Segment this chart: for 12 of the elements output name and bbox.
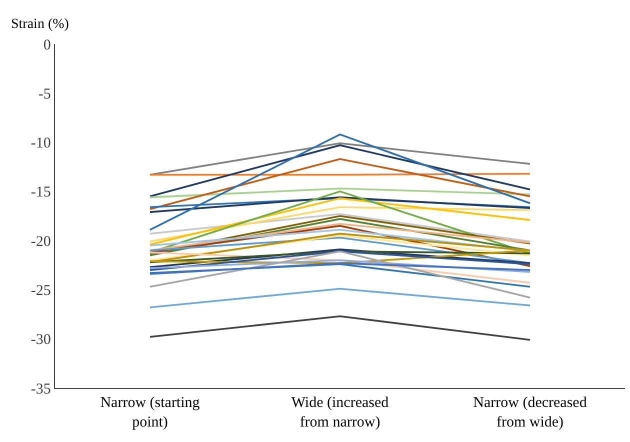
y-tick-label: -30 [30,332,51,348]
x-tick-label: Narrow (starting point) [100,395,200,431]
y-tick-label: -35 [30,381,51,398]
y-tick-label: -15 [30,184,51,201]
x-tick-label: Wide (increased from narrow) [291,395,390,431]
y-tick-label: -25 [30,282,51,299]
x-tick-label: Narrow (decreased from wide) [473,395,588,431]
y-tick-label: 0 [43,37,51,54]
y-axis-title: Strain (%) [11,17,70,32]
y-tick-label: -10 [30,136,51,152]
y-tick-label: -5 [38,86,51,102]
y-tick-label: -20 [30,234,51,250]
